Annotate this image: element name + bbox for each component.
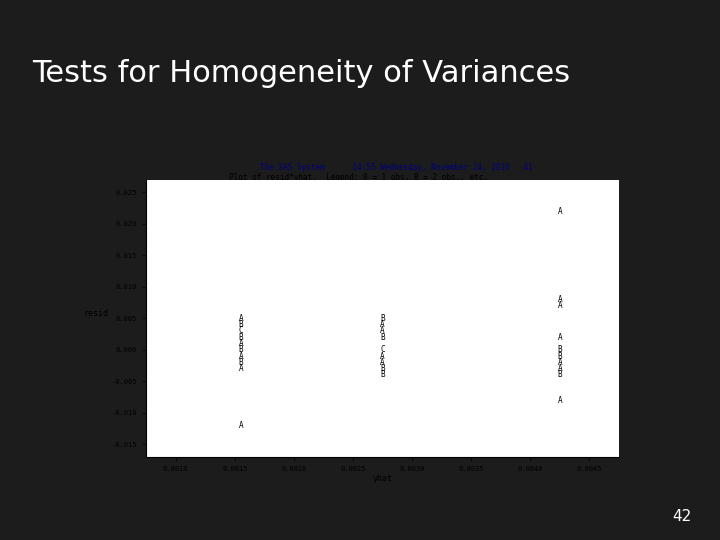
Text: A: A <box>557 207 562 216</box>
Text: Tests for Homogeneity of Variances: Tests for Homogeneity of Variances <box>32 58 570 87</box>
Text: A: A <box>238 339 243 348</box>
Text: A: A <box>238 421 243 430</box>
Text: A: A <box>238 364 243 373</box>
Y-axis label: resid: resid <box>84 309 109 318</box>
Text: A: A <box>238 314 243 323</box>
Text: A: A <box>380 326 385 335</box>
Text: B: B <box>557 352 562 361</box>
Text: A: A <box>557 364 562 373</box>
Text: B: B <box>380 333 385 342</box>
Text: A: A <box>380 358 385 367</box>
Text: B: B <box>238 345 243 354</box>
Text: B: B <box>380 314 385 323</box>
Text: A: A <box>557 358 562 367</box>
Text: A: A <box>380 352 385 361</box>
Text: A: A <box>238 352 243 361</box>
Text: B: B <box>557 370 562 380</box>
Text: C: C <box>380 345 385 354</box>
Text: B: B <box>380 370 385 380</box>
Text: A: A <box>380 320 385 329</box>
Text: B: B <box>238 358 243 367</box>
Text: The SAS System      14:55 Wednesday, November 24, 2010   41: The SAS System 14:55 Wednesday, November… <box>260 163 533 172</box>
Text: B: B <box>380 364 385 373</box>
Text: B: B <box>238 333 243 342</box>
Text: C: C <box>238 326 243 335</box>
Text: A: A <box>557 301 562 310</box>
Text: A: A <box>557 295 562 304</box>
Text: B: B <box>238 320 243 329</box>
Text: B: B <box>557 345 562 354</box>
Text: A: A <box>557 395 562 404</box>
Text: 42: 42 <box>672 509 691 524</box>
Text: A: A <box>557 333 562 342</box>
Text: Plot of resid*yhat.  Legend: 0 = 1 obs, B = 2 obs., etc.: Plot of resid*yhat. Legend: 0 = 1 obs, B… <box>229 173 487 182</box>
X-axis label: yhat: yhat <box>372 475 392 483</box>
